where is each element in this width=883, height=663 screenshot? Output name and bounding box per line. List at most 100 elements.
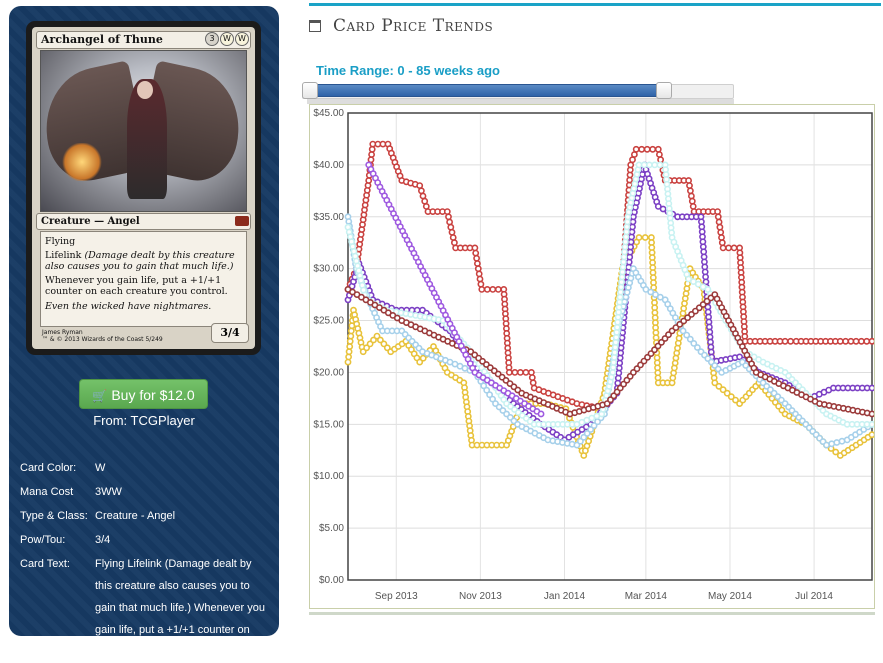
rules-lifelink-keyword: Lifelink <box>45 249 82 261</box>
panel-top-rule <box>309 3 881 6</box>
mana-symbol-generic: 3 <box>205 32 219 46</box>
series-point <box>838 437 846 445</box>
x-tick-label: Jan 2014 <box>544 591 586 602</box>
series-point <box>649 145 657 153</box>
series-point <box>642 285 650 293</box>
series-point <box>787 337 794 345</box>
series-point <box>346 343 354 350</box>
series-point <box>477 280 485 288</box>
series-point <box>687 192 695 200</box>
x-tick-label: Mar 2014 <box>625 591 668 602</box>
detail-row-color: Card Color: W <box>20 456 270 480</box>
series-point <box>833 439 841 446</box>
y-tick-label: $15.00 <box>313 419 344 430</box>
card-credits: James Ryman ™ & © 2013 Wizards of the Co… <box>42 329 163 343</box>
rules-lifelink: Lifelink (Damage dealt by this creature … <box>45 250 242 273</box>
series-point <box>868 420 876 428</box>
detail-value: 3WW <box>95 486 122 498</box>
series-point <box>647 288 655 296</box>
series-point <box>714 208 721 215</box>
series-point <box>641 234 649 241</box>
series-point <box>446 218 453 226</box>
time-range-slider[interactable] <box>302 82 734 104</box>
series-point <box>473 254 480 262</box>
card-face: Archangel of Thune 3 W W Creature — Ange… <box>32 27 255 349</box>
series-point <box>448 228 456 236</box>
card-art <box>40 50 247 212</box>
detail-key: Type & Class: <box>20 510 88 522</box>
detail-key: Pow/Tou: <box>20 534 66 546</box>
series-point <box>657 156 664 164</box>
series-point <box>635 234 643 241</box>
series-point <box>836 337 844 345</box>
detail-row-card-text: Card Text: Flying Lifelink (Damage dealt… <box>20 552 270 663</box>
series-point <box>868 431 876 439</box>
series-point <box>699 283 707 291</box>
series-point <box>868 410 876 418</box>
buy-button-label: Buy for $12.0 <box>111 387 195 403</box>
series-point <box>719 244 727 252</box>
detail-key: Card Color: <box>20 462 77 474</box>
slider-range-fill <box>310 84 664 97</box>
series-point <box>537 410 545 418</box>
series-point <box>685 177 692 184</box>
buy-button[interactable]: 🛒 Buy for $12.0 <box>79 379 208 409</box>
series-point <box>863 337 871 345</box>
series-point <box>345 348 353 356</box>
series-point <box>583 429 591 437</box>
detail-key: Card Text: <box>20 558 70 570</box>
time-range-label: Time Range: 0 - 85 weeks ago <box>316 63 500 78</box>
series-point <box>367 156 375 164</box>
card-mana-cost: 3 W W <box>205 32 249 46</box>
series-point <box>505 368 513 376</box>
series-point <box>690 339 698 347</box>
series-point <box>443 208 451 215</box>
card-details: Card Color: W Mana Cost 3WW Type & Class… <box>20 456 270 663</box>
series-point <box>727 393 735 401</box>
rules-flying: Flying <box>45 236 76 247</box>
series-point <box>480 382 488 390</box>
series-point <box>346 337 354 345</box>
series-point <box>344 358 352 366</box>
slider-handle-end[interactable] <box>655 82 672 99</box>
detail-key: Mana Cost <box>20 486 74 498</box>
series-point <box>473 260 481 267</box>
series-point <box>652 291 659 298</box>
series-point <box>645 161 653 169</box>
detail-value: Creature - Angel <box>95 510 176 522</box>
series-point <box>842 337 849 345</box>
series-point <box>494 285 502 293</box>
series-point <box>711 379 719 387</box>
series-point <box>483 285 491 293</box>
angel-face <box>137 81 153 99</box>
series-point <box>714 213 722 221</box>
shopping-cart-icon: 🛒 <box>92 389 108 403</box>
y-tick-label: $45.00 <box>313 108 344 119</box>
series-point <box>718 239 726 247</box>
series-point <box>656 293 664 301</box>
series-point <box>655 151 663 158</box>
y-tick-label: $35.00 <box>313 212 344 223</box>
series-point <box>643 145 651 153</box>
series-point <box>654 145 662 153</box>
series-point <box>483 386 491 394</box>
detail-row-type: Type & Class: Creature - Angel <box>20 504 270 528</box>
set-symbol-icon <box>235 216 249 226</box>
series-point <box>659 205 667 213</box>
series-point <box>693 344 701 351</box>
series-point <box>416 358 424 366</box>
detail-row-pow-tou: Pow/Tou: 3/4 <box>20 528 270 552</box>
series-point <box>683 331 691 339</box>
panel-title-text: Card Price Trends <box>333 16 494 36</box>
card-power-toughness: 3/4 <box>211 323 249 343</box>
seller-source: From: TCGPlayer <box>93 413 195 428</box>
series-point <box>781 337 789 345</box>
series-point <box>823 441 830 449</box>
y-tick-label: $20.00 <box>313 367 344 378</box>
glowing-book <box>61 143 103 181</box>
flavor-text: Even the wicked have nightmares. <box>45 300 212 312</box>
slider-handle-start[interactable] <box>302 82 318 99</box>
series-point <box>858 337 865 345</box>
series-point <box>686 187 694 195</box>
series-point <box>365 177 373 184</box>
